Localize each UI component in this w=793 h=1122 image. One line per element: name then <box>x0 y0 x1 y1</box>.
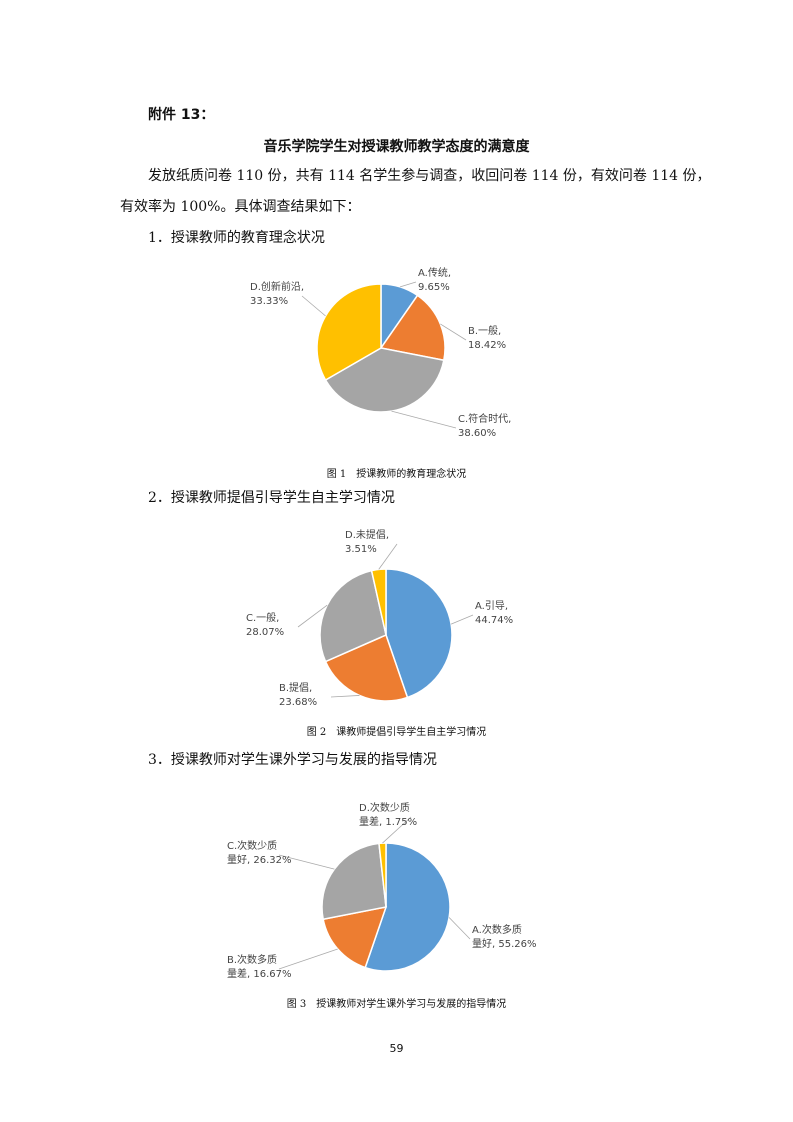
leader-line <box>440 323 467 341</box>
pie-chart-1: A.传统, 9.65% B.一般, 18.42% C.符合时代, 38.60% D.创新前沿… <box>196 262 596 452</box>
slice-label: B.一般, 18.42% <box>468 324 506 351</box>
pie-slice <box>319 569 387 663</box>
page-number: 59 <box>389 1042 404 1055</box>
leader-line <box>391 410 457 429</box>
slice-label: B.提倡, 23.68% <box>279 682 317 708</box>
figure-caption-2: 图 2 课教师提倡引导学生自主学习情况 <box>306 727 487 738</box>
figure-caption-3: 图 3 授课教师对学生课外学习与发展的指导情况 <box>286 999 507 1010</box>
slice-label: B.次数多质量差, 16.67% <box>227 953 292 980</box>
slice-label: C.次数少质量好, 26.32% <box>227 839 292 866</box>
pie-slice <box>324 347 445 413</box>
pie-slice <box>322 906 388 969</box>
leader-line <box>399 281 417 288</box>
leader-line <box>330 695 360 698</box>
slice-label: D.创新前沿, 33.33% <box>250 280 304 307</box>
pie-chart-2: A.引导, 44.74% B.提倡, 23.68% C.一般, 28.07% D.未提倡, 3… <box>196 525 596 715</box>
section-heading-2: 2．授课教师提倡引导学生自主学习情况 <box>148 490 395 506</box>
leader-line <box>382 816 412 844</box>
slice-label: D.未提倡, 3.51% <box>345 529 389 555</box>
intro-line-1: 发放纸质问卷 110 份，共有 114 名学生参与调查，收回问卷 114 份，有… <box>148 168 711 184</box>
pie-slice <box>316 283 382 382</box>
slice-label: D.次数少质量差, 1.75% <box>359 801 417 828</box>
leader-line <box>278 854 335 870</box>
pie-slice <box>324 633 409 702</box>
intro-line-2: 有效率为 100%。具体调查结果如下： <box>120 199 361 215</box>
leader-line <box>450 614 474 625</box>
leader-line <box>448 917 471 940</box>
slice-label: A.传统, 9.65% <box>418 266 451 293</box>
pie-chart-3: A.次数多质量好, 55.26% B.次数多质量差, 16.67% C.次数少质量好… <box>196 795 596 985</box>
pie-slice <box>370 568 387 636</box>
slice-label: A.次数多质量好, 55.26% <box>472 923 537 950</box>
figure-caption-1: 图 1 授课教师的教育理念状况 <box>326 469 467 480</box>
section-heading-1: 1．授课教师的教育理念状况 <box>148 230 325 246</box>
leader-line <box>301 295 326 317</box>
pie-slice <box>321 842 387 921</box>
pie-slice <box>385 568 453 699</box>
section-heading-3: 3．授课教师对学生课外学习与发展的指导情况 <box>148 752 437 768</box>
slice-label: C.一般, 28.07% <box>246 611 284 638</box>
slice-label: A.引导, 44.74% <box>475 600 513 626</box>
slice-label: C.符合时代, 38.60% <box>458 412 511 439</box>
leader-line <box>378 543 398 570</box>
appendix-label: 附件 13： <box>148 107 215 123</box>
document-title: 音乐学院学生对授课教师教学态度的满意度 <box>263 139 530 155</box>
leader-line <box>297 604 328 628</box>
leader-line <box>278 948 338 970</box>
